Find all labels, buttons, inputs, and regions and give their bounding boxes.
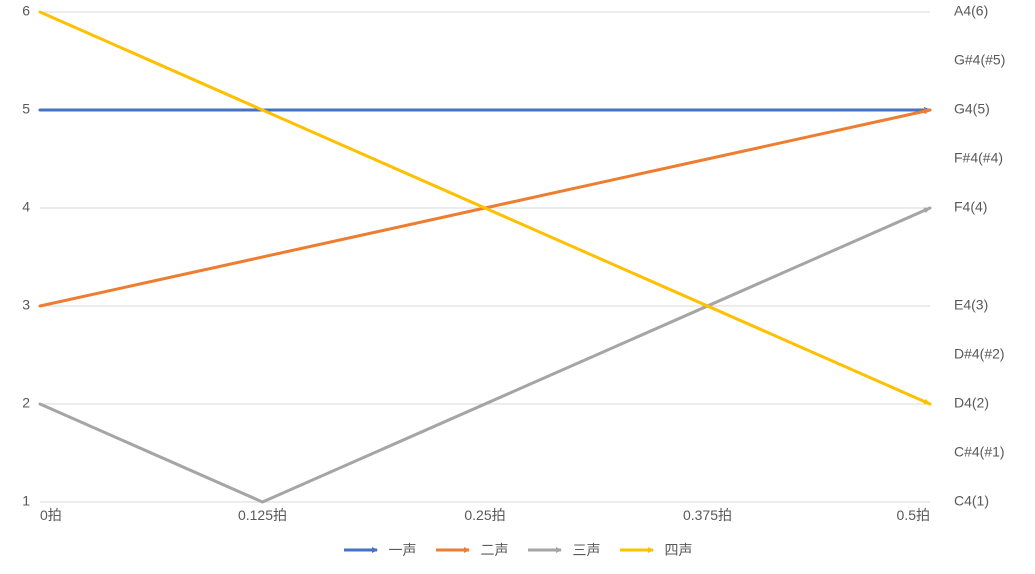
y-right-label: G4(5) [954,101,990,117]
y-left-tick: 4 [22,199,30,215]
legend: 一声 二声 三声 四声 [0,540,1035,560]
y-left-tick: 6 [22,3,30,19]
legend-item-tone2: 二声 [435,540,509,560]
y-right-label: D#4(#2) [954,346,1005,362]
y-right-label: C4(1) [954,493,989,509]
x-tick: 0拍 [40,507,62,523]
legend-swatch-tone4 [619,543,659,557]
y-left-tick: 1 [22,493,30,509]
legend-item-tone4: 四声 [619,540,693,560]
y-right-label: G#4(#5) [954,52,1005,68]
legend-label-tone4: 四声 [665,540,693,560]
x-tick: 0.5拍 [897,507,930,523]
y-left-tick: 2 [22,395,30,411]
legend-label-tone3: 三声 [573,540,601,560]
y-right-label: D4(2) [954,395,989,411]
chart-svg: 1 2 3 4 5 6 0拍 0.125拍 0.25拍 0.375拍 0.5拍 C4(1) C#4(#1… [0,0,1035,574]
y-right-label: E4(3) [954,297,988,313]
y-left-tick: 3 [22,297,30,313]
y-right-label: F#4(#4) [954,150,1003,166]
x-tick: 0.125拍 [238,507,287,523]
legend-label-tone1: 一声 [389,540,417,560]
y-right-label: A4(6) [954,3,988,19]
legend-item-tone1: 一声 [343,540,417,560]
legend-swatch-tone1 [343,543,383,557]
series-tone3 [40,208,930,502]
y-right-label: C#4(#1) [954,444,1005,460]
y-right-label: F4(4) [954,199,987,215]
tone-chart: 1 2 3 4 5 6 0拍 0.125拍 0.25拍 0.375拍 0.5拍 C4(1) C#4(#1… [0,0,1035,574]
legend-item-tone3: 三声 [527,540,601,560]
x-tick: 0.25拍 [464,507,505,523]
x-tick: 0.375拍 [683,507,732,523]
legend-swatch-tone3 [527,543,567,557]
legend-swatch-tone2 [435,543,475,557]
legend-label-tone2: 二声 [481,540,509,560]
y-left-tick: 5 [22,101,30,117]
